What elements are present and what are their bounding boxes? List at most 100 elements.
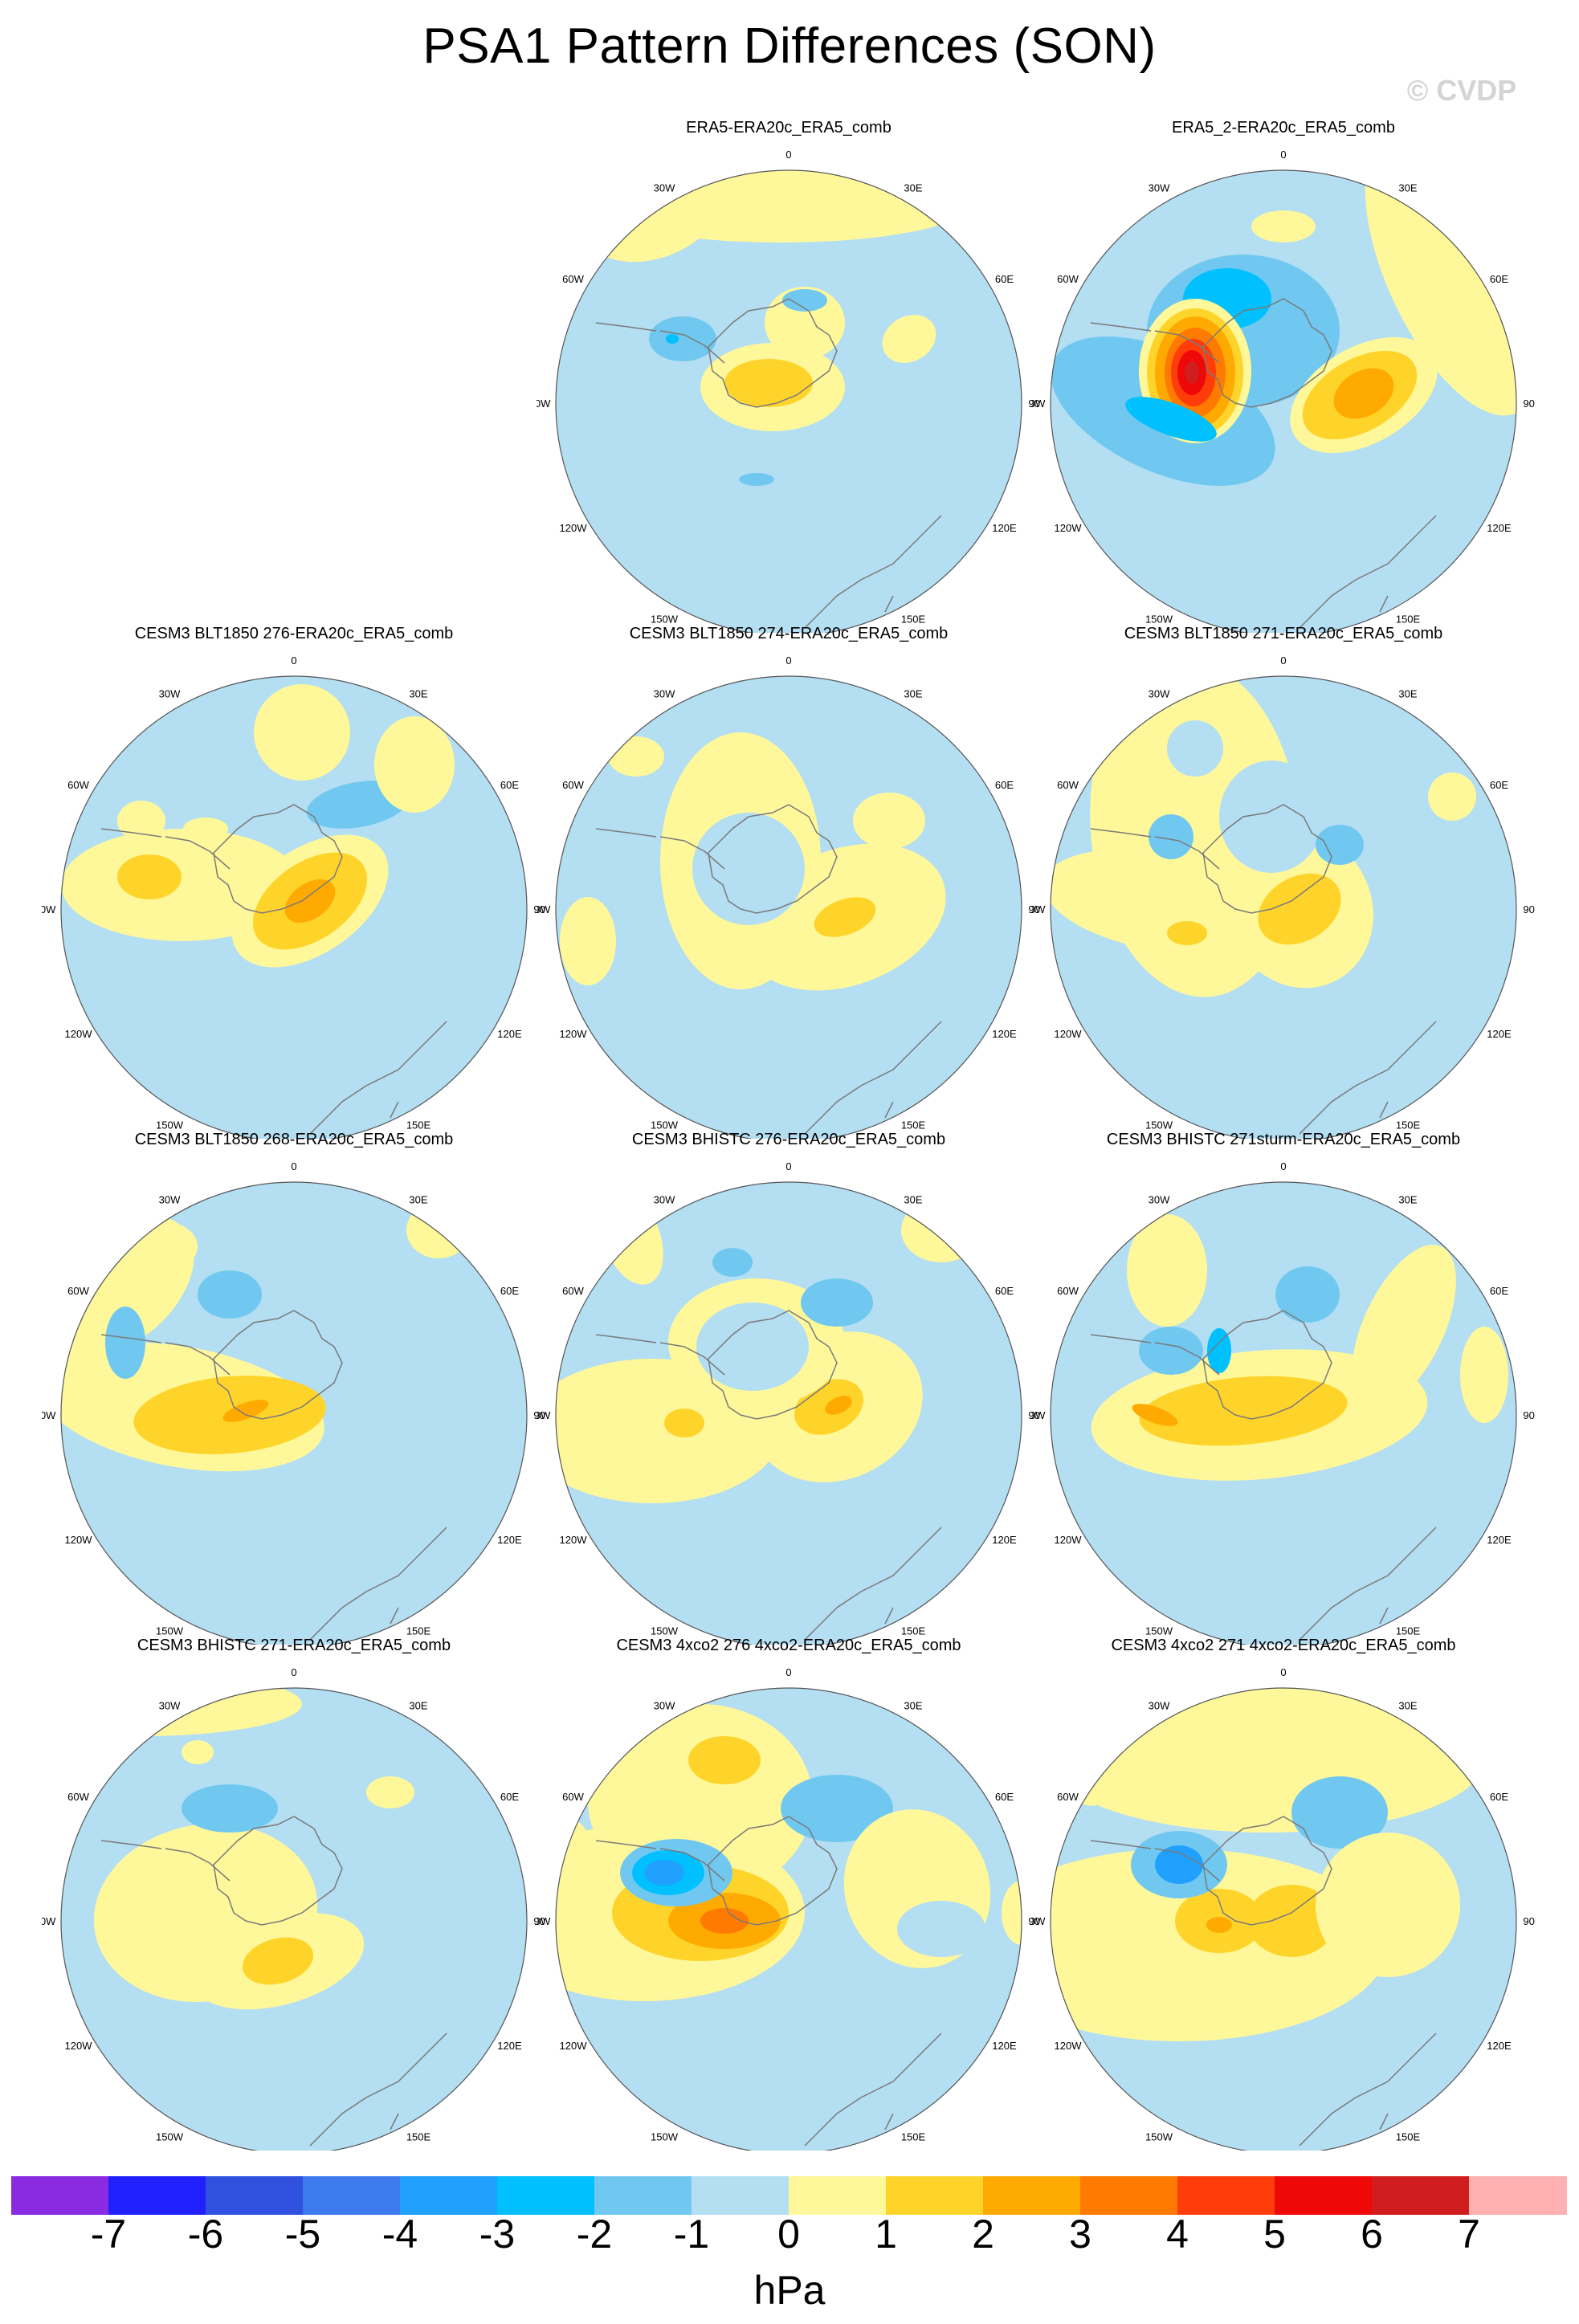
contour-region xyxy=(882,315,936,363)
longitude-label: 30E xyxy=(904,182,922,194)
antarctica-coastline xyxy=(708,298,838,408)
longitude-label: 150W xyxy=(1145,2130,1173,2143)
colorbar-swatch xyxy=(594,2176,692,2215)
contour-region xyxy=(814,897,876,937)
polar-map: 030E60E90E120E150E180150W120W90W60W30W xyxy=(537,1666,1041,2151)
continent-coastline xyxy=(309,2032,447,2147)
map-border xyxy=(555,675,1022,1139)
map-panel-blt1850-274: CESM3 BLT1850 274-ERA20c_ERA5_comb 0 30E 6… xyxy=(537,625,1041,1139)
continent-coastline xyxy=(595,1334,725,1376)
contour-region xyxy=(897,1901,985,1957)
longitude-label: 60E xyxy=(1490,779,1508,791)
longitude-label: 0 xyxy=(785,654,791,667)
panel-title: CESM3 BHISTC 271-ERA20c_ERA5_comb xyxy=(137,1637,451,1654)
longitude-label: 90W xyxy=(1031,1915,1046,1927)
colorbar-tick-label: 2 xyxy=(972,2212,994,2257)
panel-title: CESM3 BLT1850 271-ERA20c_ERA5_comb xyxy=(1124,625,1443,642)
contour-region xyxy=(901,1198,981,1262)
longitude-label: 60E xyxy=(500,1285,519,1297)
map-panel-bhistc-271sturm: CESM3 BHISTC 271sturm-ERA20c_ERA5_comb 0… xyxy=(1031,1131,1536,1645)
longitude-label: 0 xyxy=(1280,149,1286,161)
longitude-label: 0 xyxy=(1280,1160,1286,1172)
longitude-label: 0 xyxy=(291,1160,296,1172)
continent-coastline xyxy=(1299,2032,1437,2147)
contour-region xyxy=(406,1202,471,1258)
colorbar-tick-label: -2 xyxy=(576,2212,613,2257)
longitude-label: 90E xyxy=(1523,903,1536,915)
longitude-label: 120W xyxy=(560,522,588,534)
longitude-label: 90W xyxy=(537,1915,551,1927)
antarctica-coastline xyxy=(1202,1310,1332,1420)
map-border xyxy=(1050,169,1517,633)
longitude-label: 30E xyxy=(409,688,427,700)
contour-region xyxy=(712,1248,753,1277)
colorbar-swatch xyxy=(206,2176,304,2215)
contour-region xyxy=(1316,825,1364,865)
panel-title: ERA5-ERA20c_ERA5_comb xyxy=(686,119,892,137)
longitude-label: 90E xyxy=(1028,1409,1041,1421)
map-border xyxy=(555,1687,1022,2151)
longitude-label: 120W xyxy=(1055,1534,1083,1546)
longitude-label: 120E xyxy=(1487,2040,1512,2052)
longitude-label: 120W xyxy=(65,1028,93,1040)
longitude-label: 150E xyxy=(901,613,926,625)
longitude-label: 120W xyxy=(1055,522,1083,534)
longitude-label: 120E xyxy=(992,1534,1017,1546)
colorbar-swatch xyxy=(692,2176,790,2215)
contour-region xyxy=(1258,873,1341,945)
contour-region xyxy=(1206,1917,1232,1933)
longitude-label: 90W xyxy=(537,398,551,410)
longitude-label: 30E xyxy=(1398,182,1417,194)
contour-region xyxy=(1291,1776,1388,1849)
longitude-label: 30W xyxy=(159,1700,181,1712)
contour-region xyxy=(374,716,455,813)
panel-title: CESM3 BHISTC 276-ERA20c_ERA5_comb xyxy=(631,1131,946,1148)
map-border xyxy=(1050,1181,1517,1645)
contour-field xyxy=(61,676,527,1139)
continent-coastline xyxy=(1090,1840,1220,1882)
longitude-label: 120E xyxy=(992,522,1017,534)
continent-coastline xyxy=(100,1840,231,1882)
panel-title: CESM3 BLT1850 276-ERA20c_ERA5_comb xyxy=(134,625,454,642)
longitude-label: 150W xyxy=(1145,1625,1173,1637)
longitude-label: 150E xyxy=(901,1119,926,1131)
longitude-label: 60W xyxy=(1057,273,1079,285)
longitude-label: 30E xyxy=(1398,1700,1417,1712)
polar-map: 030E60E90E120E150E180150W120W90W60W30W xyxy=(537,654,1041,1139)
map-panel-blt1850-271: CESM3 BLT1850 271-ERA20c_ERA5_comb 0 30E 6… xyxy=(1031,625,1536,1139)
continent-coastline xyxy=(804,1021,942,1135)
contour-field xyxy=(1051,1688,1516,2151)
longitude-label: 150E xyxy=(1396,613,1421,625)
colorbar-swatch xyxy=(11,2176,109,2215)
colorbar-swatch xyxy=(108,2176,206,2215)
longitude-label: 60E xyxy=(995,1285,1014,1297)
panel-title: CESM3 4xco2 276 4xco2-ERA20c_ERA5_comb xyxy=(616,1637,961,1654)
contour-field xyxy=(556,676,1022,1139)
longitude-label: 150E xyxy=(406,1119,431,1131)
longitude-label: 150W xyxy=(156,2130,184,2143)
longitude-label: 30W xyxy=(1149,1700,1170,1712)
map-panel-blt1850-276: CESM3 BLT1850 276-ERA20c_ERA5_comb 0 30E 6… xyxy=(42,625,546,1139)
longitude-label: 0 xyxy=(291,1666,296,1678)
antarctica-coastline xyxy=(708,804,838,914)
longitude-label: 150W xyxy=(1145,613,1173,625)
longitude-label: 30E xyxy=(1398,1194,1417,1206)
longitude-label: 60W xyxy=(1057,1791,1079,1803)
contour-region xyxy=(1316,1833,1460,1977)
contour-field xyxy=(1051,676,1516,1139)
polar-map: 030E60E90E120E150E180150W120W90W60W30W xyxy=(42,1160,546,1645)
map-border xyxy=(555,169,1022,633)
contour-region xyxy=(1051,1688,1484,1833)
map-panel-era5: ERA5-ERA20c_ERA5_comb 0 30E 60E 90E 120E 150E… xyxy=(537,119,1041,633)
longitude-label: 30E xyxy=(904,1194,922,1206)
longitude-label: 0 xyxy=(785,149,791,161)
contour-region xyxy=(664,1409,704,1437)
panel-title: CESM3 BLT1850 268-ERA20c_ERA5_comb xyxy=(134,1131,454,1148)
contour-region xyxy=(1167,720,1223,777)
longitude-label: 150E xyxy=(1396,1119,1421,1131)
contour-region xyxy=(724,359,813,407)
longitude-label: 30W xyxy=(654,1194,675,1206)
contour-region xyxy=(781,1775,893,1842)
longitude-label: 120W xyxy=(65,1534,93,1546)
colorbar-swatch xyxy=(497,2176,595,2215)
